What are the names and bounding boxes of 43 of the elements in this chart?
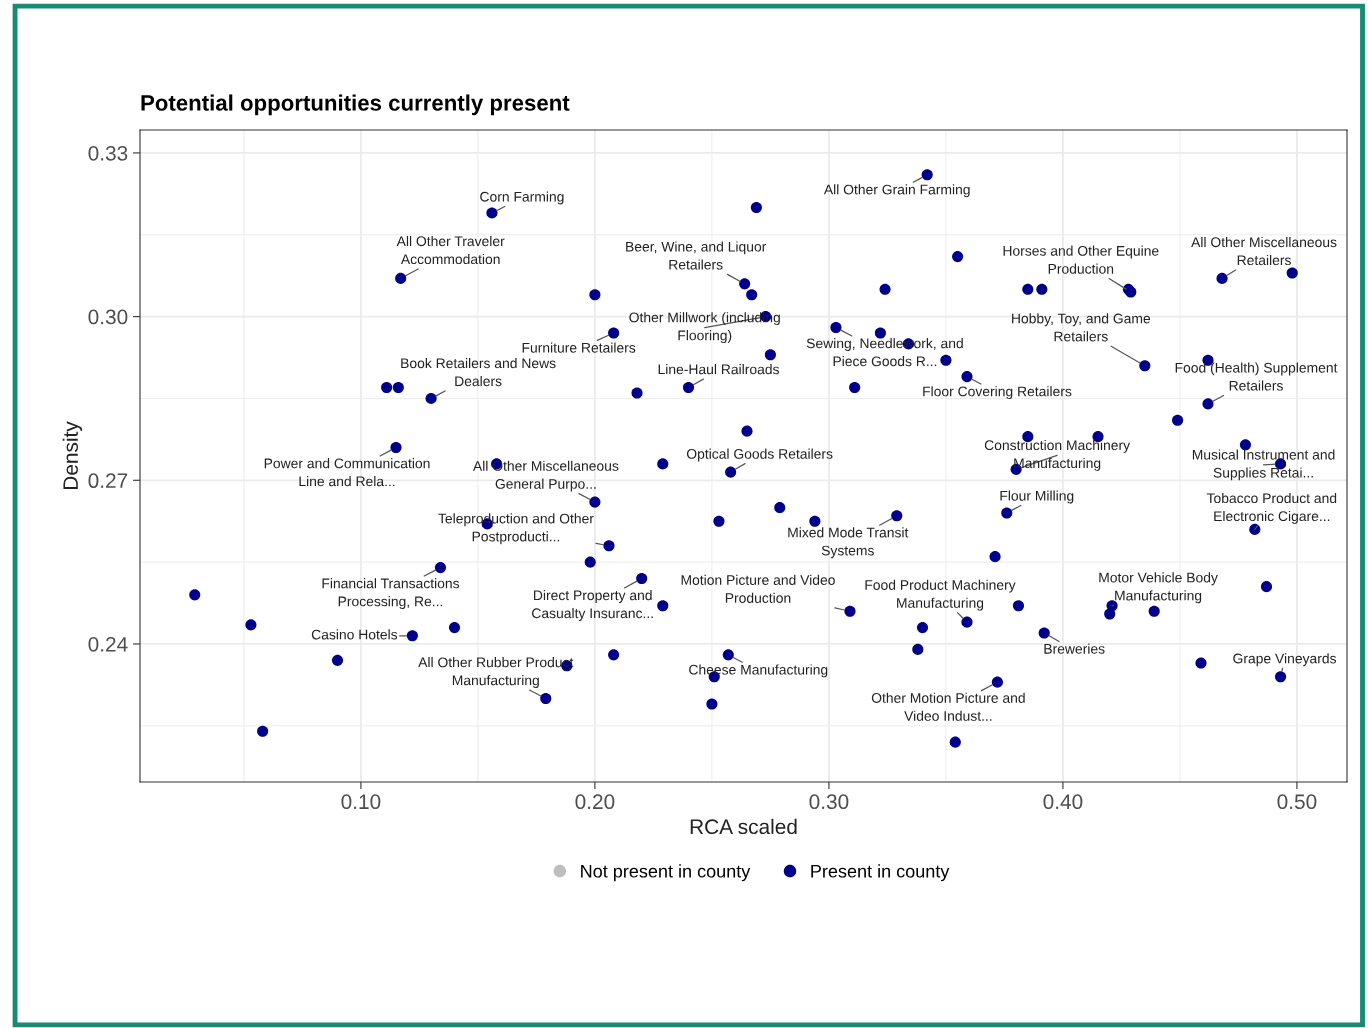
annotation: All Other Miscellaneous Retailers — [1191, 236, 1337, 266]
annotation: Line-Haul Railroads — [658, 364, 779, 375]
annotation: Mixed Mode Transit Systems — [788, 527, 909, 559]
x-tick-label: 0.10 — [341, 794, 381, 810]
annotation: Corn Farming — [480, 191, 564, 205]
annotation: Cheese Manufacturing — [689, 664, 828, 678]
x-tick-label: 0.40 — [1043, 794, 1083, 810]
x-tick-label: 0.50 — [1277, 794, 1317, 810]
y-tick-label: 0.33 — [88, 145, 128, 161]
annotation: Floor Covering Retailers — [923, 386, 1072, 400]
chart-title: Potential opportunities currently present — [141, 94, 570, 116]
annotation: Motion Picture and Video Production — [681, 574, 835, 603]
annotation: Breweries — [1044, 643, 1105, 654]
annotation: Tobacco Product and Electronic Cigare... — [1206, 492, 1337, 524]
annotation: Furniture Retailers — [522, 342, 636, 353]
legend-label: Present in county — [811, 864, 950, 882]
annotation: Beer, Wine, and Liquor Retailers — [626, 241, 767, 270]
y-axis-title: Density — [62, 421, 83, 490]
annotation: Food (Health) Supplement Retailers — [1175, 362, 1338, 391]
annotation: Book Retailers and News Dealers — [401, 357, 556, 387]
annotation: All Other Traveler Accommodation — [396, 235, 505, 265]
annotation: Teleproduction and Other Postproducti... — [438, 513, 594, 545]
annotation: Hobby, Toy, and Game Retailers — [1012, 313, 1151, 342]
annotation: All Other Grain Farming — [823, 184, 970, 198]
x-tick-label: 0.20 — [575, 794, 615, 810]
annotation: Casino Hotels — [311, 629, 398, 640]
annotation: Financial Transactions Processing, Re... — [322, 578, 460, 610]
annotation: Direct Property and Casualty Insuranc... — [532, 590, 653, 621]
x-axis-title: RCA scaled — [690, 818, 797, 835]
y-tick-label: 0.27 — [88, 473, 128, 489]
annotation: Motor Vehicle Body Manufacturing — [1099, 572, 1218, 604]
annotation: Power and Communication Line and Rela... — [264, 458, 430, 487]
y-tick-label: 0.30 — [88, 309, 128, 325]
annotation: Musical Instrument and Supplies Retai... — [1192, 449, 1335, 481]
x-tick-label: 0.30 — [809, 794, 849, 810]
annotation: Grape Vineyards — [1233, 653, 1337, 667]
legend-label: Not present in county — [581, 864, 751, 882]
annotation: Food Product Machinery Manufacturing — [865, 579, 1016, 611]
annotation: Horses and Other Equine Production — [1003, 245, 1159, 274]
annotation: Other Motion Picture and Video Indust... — [871, 692, 1025, 721]
annotation: Flour Milling — [1000, 490, 1074, 504]
y-tick-label: 0.24 — [88, 636, 128, 652]
annotation: Optical Goods Retailers — [686, 448, 833, 462]
